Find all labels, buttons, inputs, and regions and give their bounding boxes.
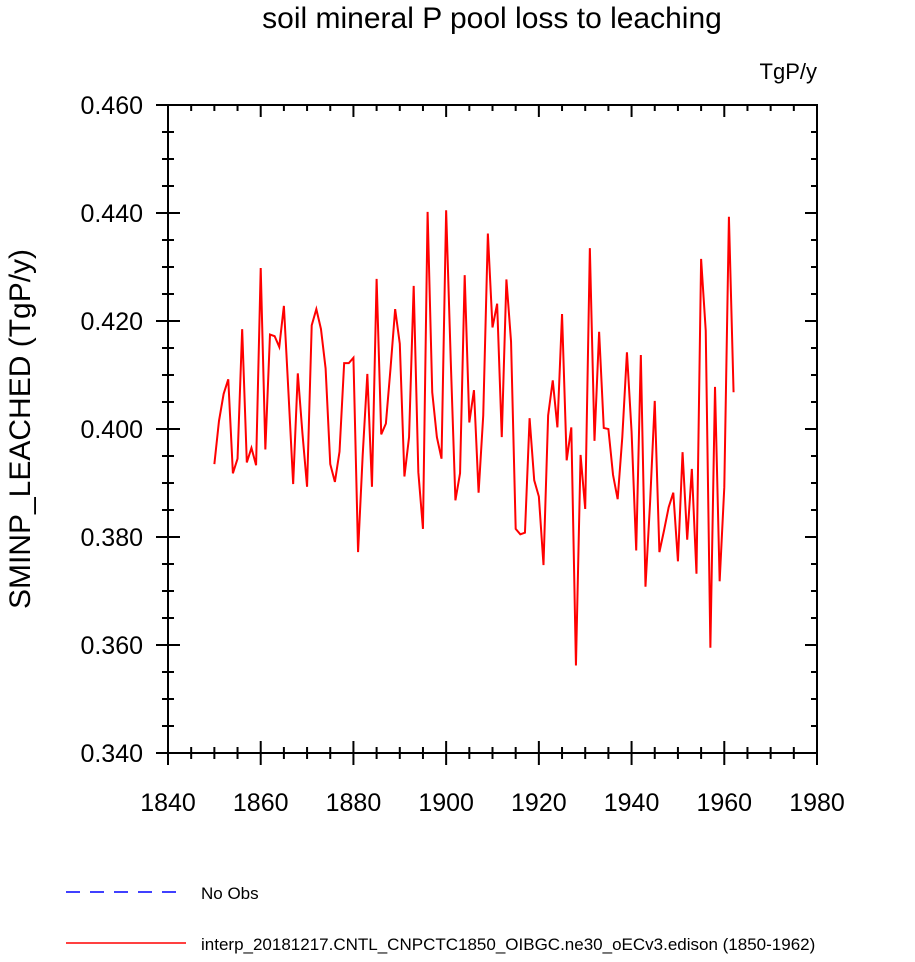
x-tick-label: 1980 xyxy=(789,789,845,817)
chart-title: soil mineral P pool loss to leaching xyxy=(262,2,722,35)
y-axis-ticks xyxy=(156,104,817,754)
legend-label-no-obs: No Obs xyxy=(201,884,259,903)
x-tick-label: 1860 xyxy=(233,789,289,817)
y-tick-label: 0.440 xyxy=(80,200,143,228)
y-axis-tick-labels: 0.340 0.360 0.380 0.400 0.420 0.440 0.460 xyxy=(80,92,143,768)
legend: No Obs interp_20181217.CNTL_CNPCTC1850_O… xyxy=(66,884,815,954)
x-tick-label: 1940 xyxy=(604,789,660,817)
y-tick-label: 0.420 xyxy=(80,308,143,336)
x-tick-label: 1920 xyxy=(511,789,567,817)
y-tick-label: 0.340 xyxy=(80,740,143,768)
y-tick-label: 0.380 xyxy=(80,524,143,552)
x-tick-label: 1960 xyxy=(696,789,752,817)
y-tick-label: 0.360 xyxy=(80,632,143,660)
units-label: TgP/y xyxy=(760,59,817,84)
x-axis-tick-labels: 1840 1860 1880 1900 1920 1940 1960 1980 xyxy=(140,789,845,817)
x-tick-label: 1900 xyxy=(418,789,474,817)
series-line-0 xyxy=(213,210,735,666)
y-tick-label: 0.460 xyxy=(80,92,143,120)
series-group xyxy=(213,210,735,666)
x-tick-label: 1840 xyxy=(140,789,196,817)
x-tick-label: 1880 xyxy=(326,789,382,817)
legend-label-model: interp_20181217.CNTL_CNPCTC1850_OIBGC.ne… xyxy=(201,935,815,954)
x-axis-ticks xyxy=(167,105,818,765)
y-axis-label: SMINP_LEACHED (TgP/y) xyxy=(4,249,37,609)
y-tick-label: 0.400 xyxy=(80,416,143,444)
